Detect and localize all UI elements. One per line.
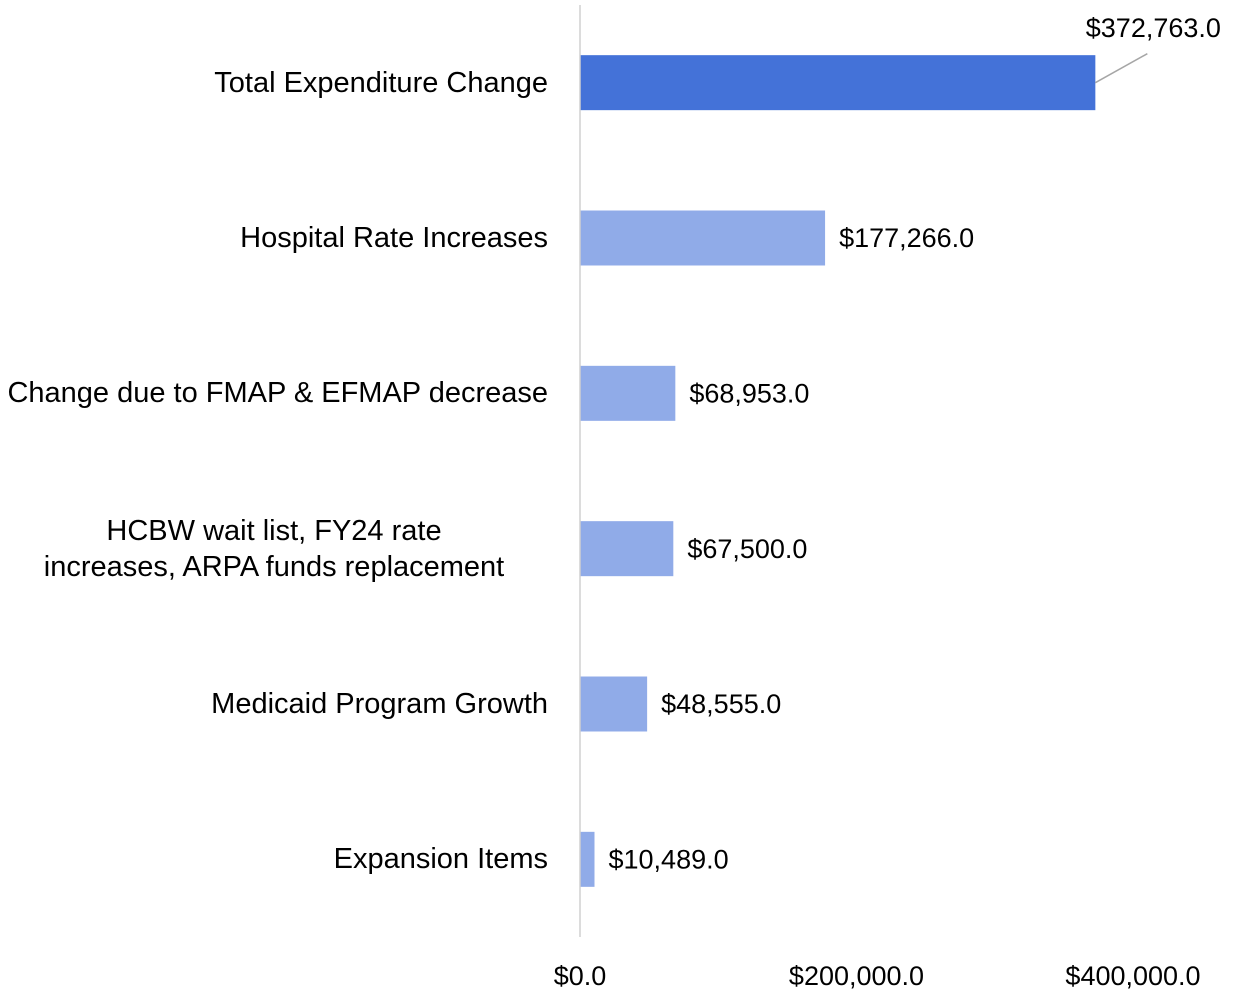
leader-line	[1094, 53, 1148, 84]
bar	[580, 831, 595, 887]
y-tick-label: Expansion Items	[333, 843, 548, 876]
category-label-box: Total Expenditure Change	[0, 33, 548, 133]
bar	[580, 521, 674, 577]
category-label-box: Expansion Items	[0, 809, 548, 909]
data-label: $48,555.0	[661, 689, 781, 719]
data-label: $67,500.0	[687, 534, 807, 564]
y-tick-label: HCBW wait list, FY24 rate increases, ARP…	[43, 514, 505, 583]
y-tick-label: Medicaid Program Growth	[211, 688, 548, 720]
x-tick-label: $200,000.0	[789, 961, 924, 991]
y-tick-label: Hospital Rate Increases	[240, 222, 548, 254]
category-label-box: Change due to FMAP & EFMAP decrease	[0, 343, 548, 443]
data-label: $372,763.0	[1086, 13, 1221, 43]
data-label: $10,489.0	[609, 844, 729, 874]
data-label: $68,953.0	[689, 378, 809, 408]
category-label-box: Medicaid Program Growth	[0, 654, 548, 754]
bar	[580, 210, 826, 266]
category-label-box: HCBW wait list, FY24 rate increases, ARP…	[0, 499, 548, 599]
x-tick-label: $400,000.0	[1065, 961, 1200, 991]
data-label: $177,266.0	[839, 223, 974, 253]
bar	[580, 365, 676, 421]
y-tick-label: Total Expenditure Change	[214, 66, 548, 99]
category-label-box: Hospital Rate Increases	[0, 188, 548, 288]
x-tick-label: $0.0	[554, 961, 607, 991]
bar	[580, 55, 1096, 111]
y-tick-label: Change due to FMAP & EFMAP decrease	[7, 377, 548, 410]
bar	[580, 676, 648, 732]
